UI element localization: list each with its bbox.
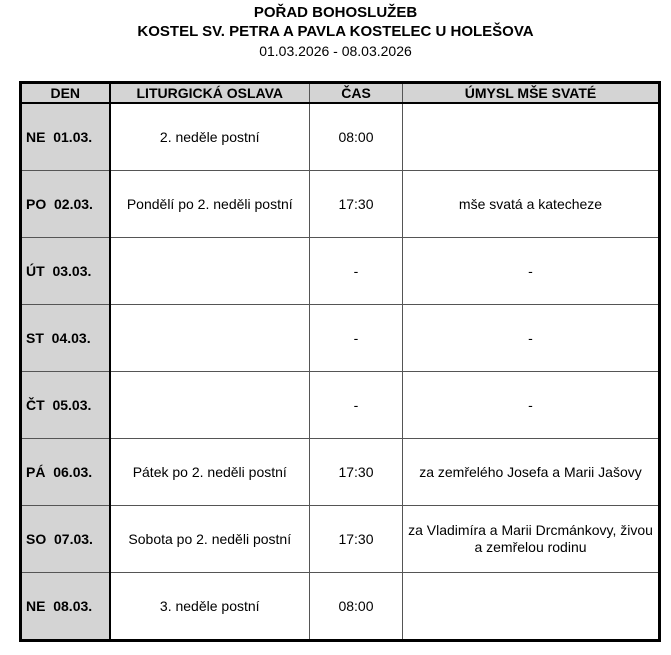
celebration-cell: Pátek po 2. neděli postní	[109, 438, 310, 506]
column-header-celebration: LITURGICKÁ OSLAVA	[109, 82, 310, 104]
time-cell: 17:30	[309, 170, 403, 238]
table-row: ÚT 03.03. - -	[20, 237, 660, 305]
column-header-day: DEN	[20, 82, 111, 104]
day-cell: ÚT 03.03.	[20, 237, 111, 305]
intention-cell: -	[402, 304, 660, 372]
table-row: SO 07.03. Sobota po 2. neděli postní 17:30…	[20, 505, 660, 573]
schedule-table: DEN LITURGICKÁ OSLAVA ČAS ÚMYSL MŠE SVAT…	[19, 81, 661, 642]
day-cell: ST 04.03.	[20, 304, 111, 372]
intention-cell	[402, 572, 660, 641]
day-cell: PO 02.03.	[20, 170, 111, 238]
celebration-cell: 2. neděle postní	[109, 102, 310, 171]
table-row: ST 04.03. - -	[20, 304, 660, 372]
table-row: NE 08.03. 3. neděle postní 08:00	[20, 572, 660, 641]
celebration-cell	[109, 237, 310, 305]
intention-cell	[402, 102, 660, 171]
time-cell: 17:30	[309, 438, 403, 506]
time-cell: 08:00	[309, 102, 403, 171]
column-header-intention: ÚMYSL MŠE SVATÉ	[402, 82, 660, 104]
table-row: PÁ 06.03. Pátek po 2. neděli postní 17:30 z…	[20, 438, 660, 506]
celebration-cell: Sobota po 2. neděli postní	[109, 505, 310, 573]
intention-cell: za Vladimíra a Marii Drcmánkovy, živou a…	[402, 505, 660, 573]
celebration-cell	[109, 304, 310, 372]
intention-cell: mše svatá a katecheze	[402, 170, 660, 238]
church-name: KOSTEL SV. PETRA A PAVLA KOSTELEC U HOLE…	[137, 23, 534, 40]
day-cell: NE 08.03.	[20, 572, 111, 641]
date-range: 01.03.2026 - 08.03.2026	[259, 43, 412, 59]
time-cell: -	[309, 371, 403, 439]
intention-cell: za zemřelého Josefa a Marii Jašovy	[402, 438, 660, 506]
celebration-cell	[109, 371, 310, 439]
day-cell: PÁ 06.03.	[20, 438, 111, 506]
day-cell: ČT 05.03.	[20, 371, 111, 439]
day-cell: SO 07.03.	[20, 505, 111, 573]
time-cell: -	[309, 237, 403, 305]
celebration-cell: 3. neděle postní	[109, 572, 310, 641]
celebration-cell: Pondělí po 2. neděli postní	[109, 170, 310, 238]
day-cell: NE 01.03.	[20, 102, 111, 171]
table-row: NE 01.03. 2. neděle postní 08:00	[20, 102, 660, 171]
table-header-row: DEN LITURGICKÁ OSLAVA ČAS ÚMYSL MŠE SVAT…	[20, 82, 660, 104]
time-cell: -	[309, 304, 403, 372]
table-row: ČT 05.03. - -	[20, 371, 660, 439]
time-cell: 17:30	[309, 505, 403, 573]
document-title: POŘAD BOHOSLUŽEB	[253, 4, 418, 21]
table-row: PO 02.03. Pondělí po 2. neděli postní 17:3…	[20, 170, 660, 238]
time-cell: 08:00	[309, 572, 403, 641]
column-header-time: ČAS	[309, 82, 403, 104]
intention-cell: -	[402, 371, 660, 439]
intention-cell: -	[402, 237, 660, 305]
